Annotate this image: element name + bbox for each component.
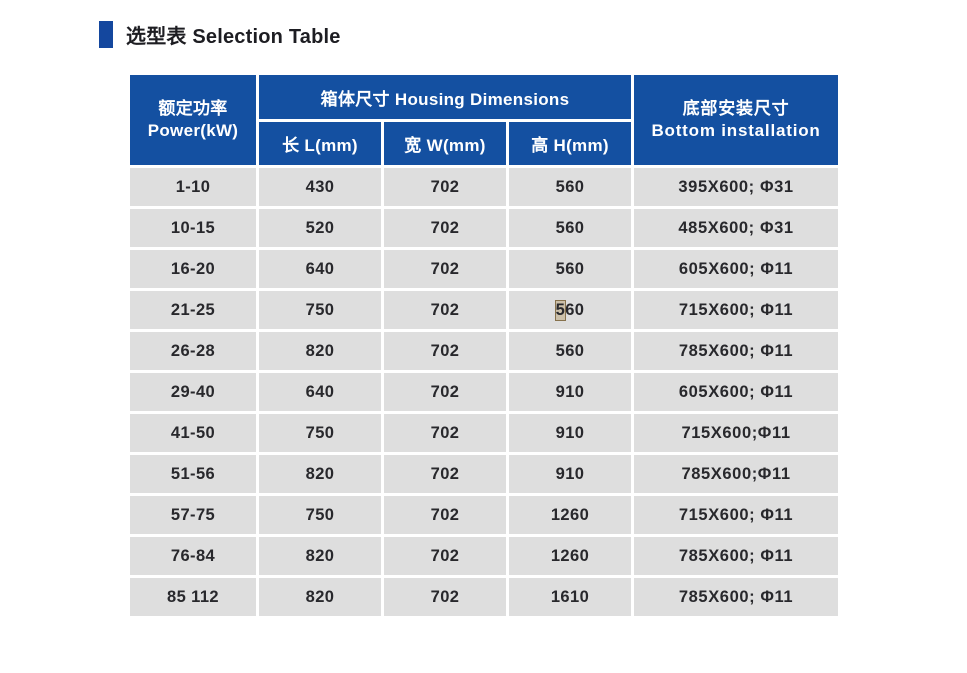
table-row: 57-75 750 702 1260 715X600; Φ11	[130, 496, 839, 534]
cell-length: 520	[259, 209, 381, 247]
cell-height: 560	[509, 250, 632, 288]
cell-power: 51-56	[130, 455, 256, 493]
header-power-en: Power(kW)	[147, 121, 239, 140]
header-bottom-en: Bottom installation	[651, 121, 821, 140]
table-row: 41-50 750 702 910 715X600;Φ11	[130, 414, 839, 452]
header-row-group: 额定功率 Power(kW) 箱体尺寸 Housing Dimensions 底…	[130, 75, 839, 165]
cell-width: 702	[384, 455, 506, 493]
cell-bottom: 785X600;Φ11	[634, 455, 839, 493]
cell-bottom: 785X600; Φ11	[634, 332, 839, 370]
header-bottom-zh: 底部安装尺寸	[682, 99, 790, 118]
cell-length: 640	[259, 250, 381, 288]
cell-width: 702	[384, 209, 506, 247]
cell-width: 702	[384, 373, 506, 411]
cell-bottom: 395X600; Φ31	[634, 168, 839, 206]
cell-power: 29-40	[130, 373, 256, 411]
cell-length: 430	[259, 168, 381, 206]
cell-height: 1260	[509, 537, 632, 575]
table-row: 76-84 820 702 1260 785X600; Φ11	[130, 537, 839, 575]
cell-bottom: 715X600;Φ11	[634, 414, 839, 452]
table-row: 21-25 750 702 560 715X600; Φ11	[130, 291, 839, 329]
cell-length: 750	[259, 414, 381, 452]
header-cell-bottom: 底部安装尺寸 Bottom installation	[634, 75, 839, 165]
cell-height: 910	[509, 414, 632, 452]
header-cell-length: 长 L(mm)	[259, 122, 381, 165]
cell-height: 1260	[509, 496, 632, 534]
selection-table-container: 额定功率 Power(kW) 箱体尺寸 Housing Dimensions 底…	[127, 72, 842, 619]
cell-power: 41-50	[130, 414, 256, 452]
table-row: 85 112 820 702 1610 785X600; Φ11	[130, 578, 839, 616]
cell-height: 910	[509, 373, 632, 411]
cell-bottom: 785X600; Φ11	[634, 578, 839, 616]
selection-highlight: 5	[554, 299, 567, 321]
cell-bottom: 715X600; Φ11	[634, 291, 839, 329]
cell-width: 702	[384, 250, 506, 288]
cell-power: 26-28	[130, 332, 256, 370]
cell-power: 21-25	[130, 291, 256, 329]
cell-width: 702	[384, 414, 506, 452]
selection-table: 额定功率 Power(kW) 箱体尺寸 Housing Dimensions 底…	[127, 72, 842, 619]
cell-power: 10-15	[130, 209, 256, 247]
header-cell-height: 高 H(mm)	[509, 122, 632, 165]
table-header: 额定功率 Power(kW) 箱体尺寸 Housing Dimensions 底…	[130, 75, 839, 165]
cell-width: 702	[384, 578, 506, 616]
table-row: 51-56 820 702 910 785X600;Φ11	[130, 455, 839, 493]
page-title: 选型表 Selection Table	[126, 26, 341, 48]
cell-length: 820	[259, 578, 381, 616]
cell-height: 560	[509, 209, 632, 247]
table-row: 29-40 640 702 910 605X600; Φ11	[130, 373, 839, 411]
cell-bottom: 785X600; Φ11	[634, 537, 839, 575]
cell-power: 57-75	[130, 496, 256, 534]
cell-power: 16-20	[130, 250, 256, 288]
table-row: 26-28 820 702 560 785X600; Φ11	[130, 332, 839, 370]
cell-width: 702	[384, 332, 506, 370]
header-row-sub: 长 L(mm) 宽 W(mm) 高 H(mm)	[130, 122, 838, 165]
cell-width: 702	[384, 537, 506, 575]
title-accent-bar	[99, 21, 113, 48]
cell-bottom: 715X600; Φ11	[634, 496, 839, 534]
table-body: 1-10 430 702 560 395X600; Φ31 10-15 520 702 560 4…	[130, 168, 839, 616]
cell-power: 85 112	[130, 578, 256, 616]
cell-length: 640	[259, 373, 381, 411]
cell-height: 560	[509, 168, 632, 206]
section-title: 选型表 Selection Table	[99, 20, 341, 49]
cell-height: 910	[509, 455, 632, 493]
table-row: 1-10 430 702 560 395X600; Φ31	[130, 168, 839, 206]
table-row: 10-15 520 702 560 485X600; Φ31	[130, 209, 839, 247]
cell-height: 1610	[509, 578, 632, 616]
header-cell-width: 宽 W(mm)	[384, 122, 506, 165]
cell-length: 820	[259, 332, 381, 370]
cell-height: 560	[509, 291, 632, 329]
cell-width: 702	[384, 168, 506, 206]
cell-width: 702	[384, 496, 506, 534]
cell-length: 750	[259, 496, 381, 534]
cell-bottom: 605X600; Φ11	[634, 373, 839, 411]
cell-power: 76-84	[130, 537, 256, 575]
cell-width: 702	[384, 291, 506, 329]
table-row: 16-20 640 702 560 605X600; Φ11	[130, 250, 839, 288]
cell-length: 820	[259, 455, 381, 493]
header-power-zh: 额定功率	[158, 99, 228, 118]
cell-length: 820	[259, 537, 381, 575]
cell-power: 1-10	[130, 168, 256, 206]
header-cell-housing-group: 箱体尺寸 Housing Dimensions	[259, 75, 632, 119]
cell-bottom: 605X600; Φ11	[634, 250, 839, 288]
cell-length: 750	[259, 291, 381, 329]
cell-height: 560	[509, 332, 632, 370]
cell-bottom: 485X600; Φ31	[634, 209, 839, 247]
header-cell-power: 额定功率 Power(kW)	[130, 75, 256, 165]
